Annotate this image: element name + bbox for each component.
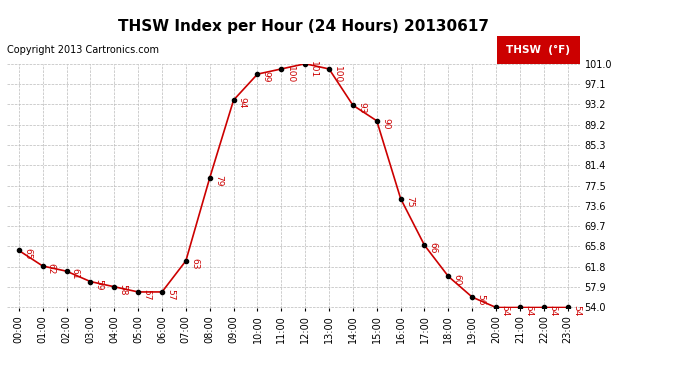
Text: 66: 66 <box>428 243 437 254</box>
Text: 60: 60 <box>453 274 462 285</box>
Text: THSW  (°F): THSW (°F) <box>506 45 570 55</box>
Text: 62: 62 <box>47 263 56 274</box>
Text: 57: 57 <box>142 289 151 301</box>
Text: 101: 101 <box>309 61 318 78</box>
Text: 59: 59 <box>95 279 103 290</box>
Text: 54: 54 <box>524 305 533 316</box>
Text: 99: 99 <box>262 71 270 83</box>
Text: 58: 58 <box>119 284 128 296</box>
Text: 54: 54 <box>572 305 581 316</box>
Text: 56: 56 <box>476 294 485 306</box>
Text: 57: 57 <box>166 289 175 301</box>
Text: 90: 90 <box>381 118 390 129</box>
Text: 75: 75 <box>405 196 414 207</box>
Text: 54: 54 <box>500 305 509 316</box>
Text: 63: 63 <box>190 258 199 270</box>
Text: THSW Index per Hour (24 Hours) 20130617: THSW Index per Hour (24 Hours) 20130617 <box>118 19 489 34</box>
Text: 79: 79 <box>214 175 223 187</box>
Text: 65: 65 <box>23 248 32 259</box>
Text: 94: 94 <box>238 97 247 109</box>
Text: 93: 93 <box>357 102 366 114</box>
Text: 54: 54 <box>548 305 557 316</box>
Text: 100: 100 <box>286 66 295 83</box>
Text: 100: 100 <box>333 66 342 83</box>
Text: Copyright 2013 Cartronics.com: Copyright 2013 Cartronics.com <box>7 45 159 55</box>
Text: 61: 61 <box>70 268 80 280</box>
